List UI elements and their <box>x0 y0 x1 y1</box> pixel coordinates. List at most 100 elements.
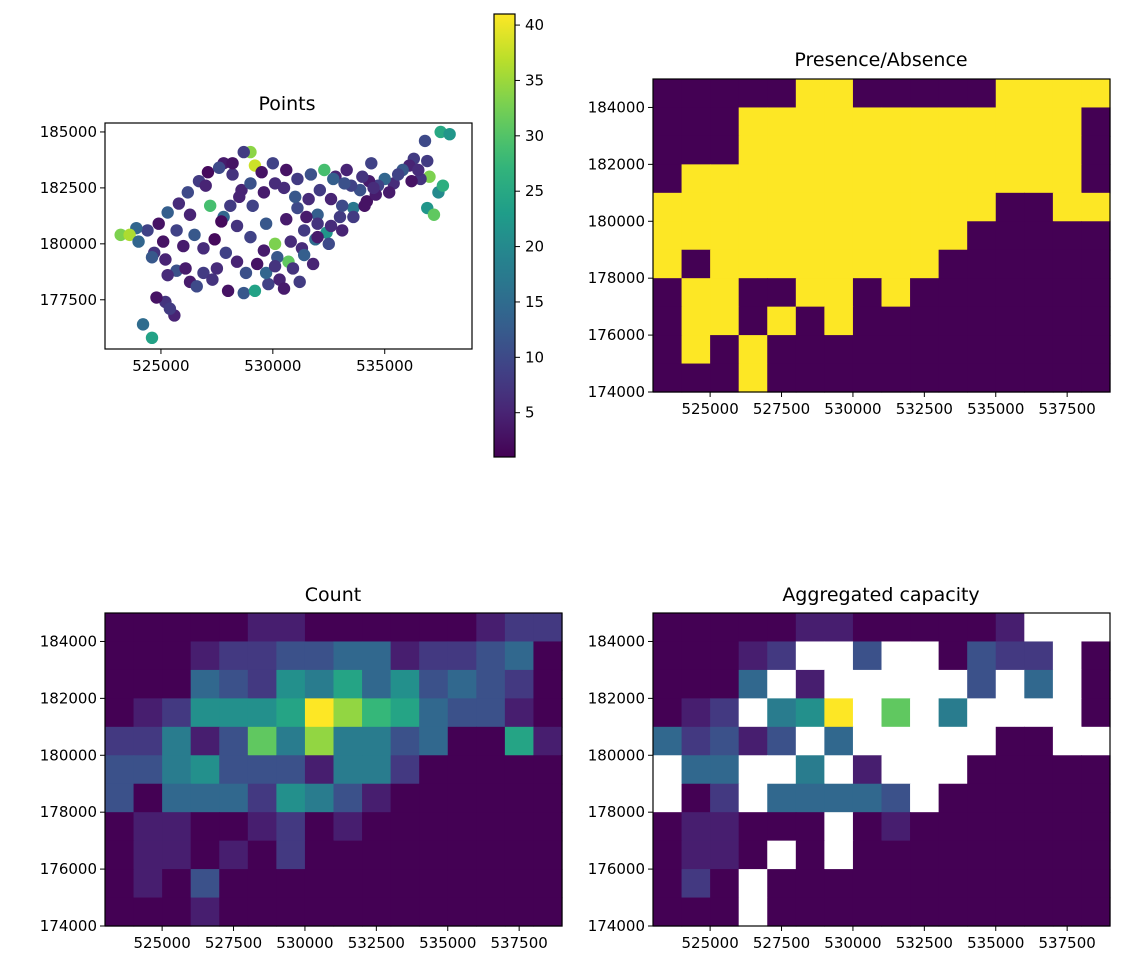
count-cell <box>133 840 163 870</box>
presence-cell <box>967 107 997 137</box>
points-y-tick-label: 177500 <box>40 291 97 309</box>
count-cell <box>219 613 249 643</box>
count-cell <box>162 726 192 756</box>
count-cell <box>362 755 392 785</box>
capacity-cell <box>767 613 797 643</box>
presence-cell <box>653 107 683 137</box>
count-cell <box>133 755 163 785</box>
capacity-cell <box>824 698 854 728</box>
count-cell <box>333 783 363 813</box>
presence-cell <box>738 107 768 137</box>
presence-cell <box>1052 306 1083 336</box>
presence-cell <box>938 306 968 336</box>
count-cell <box>362 613 392 643</box>
count-cell <box>447 641 477 671</box>
scatter-point <box>289 190 302 204</box>
capacity-cell <box>938 755 968 785</box>
presence-cell <box>653 249 683 279</box>
colorbar-tick-label: 5 <box>525 404 535 422</box>
presence-cell <box>738 135 768 165</box>
presence-cell <box>681 306 711 336</box>
presence-cell <box>938 79 968 109</box>
presence-cell <box>995 107 1025 137</box>
colorbar-tick-label: 20 <box>525 238 544 256</box>
capacity-cell <box>995 641 1025 671</box>
capacity-cell <box>710 897 740 927</box>
presence-cell <box>767 164 797 194</box>
capacity-cell <box>653 669 683 699</box>
count-x-tick-label: 537500 <box>491 934 548 952</box>
presence-cell <box>938 221 968 251</box>
count-cell <box>276 869 306 899</box>
scatter-point <box>199 179 212 192</box>
count-cell <box>133 897 163 927</box>
capacity-axes: 525000 527500 530000 532500 535000 537500 1740… <box>588 612 1111 952</box>
capacity-cell <box>995 613 1025 643</box>
presence-cell <box>710 278 740 308</box>
capacity-frame <box>652 612 1111 927</box>
capacity-cell <box>967 755 997 785</box>
presence-cell <box>767 221 797 251</box>
scatter-point <box>190 280 203 293</box>
count-cell <box>504 812 535 842</box>
capacity-cell <box>795 783 825 813</box>
count-cell <box>105 783 135 813</box>
capacity-y-tick-label: 182000 <box>588 689 645 707</box>
capacity-cell <box>967 840 997 870</box>
presence-cell <box>795 107 825 137</box>
count-cell <box>304 641 335 671</box>
capacity-cell <box>938 812 968 842</box>
count-cell <box>533 641 563 671</box>
presence-cell <box>653 192 683 222</box>
capacity-cell <box>710 698 740 728</box>
presence-cell <box>852 363 883 393</box>
scatter-point <box>156 235 170 248</box>
capacity-cell <box>938 840 968 870</box>
scatter-point <box>132 235 145 248</box>
capacity-cell <box>852 698 883 728</box>
scatter-point <box>152 217 165 230</box>
presence-cell <box>1052 363 1083 393</box>
presence-y-tick-label: 174000 <box>588 383 645 401</box>
presence-cell <box>910 335 940 365</box>
count-cell <box>476 840 506 870</box>
capacity-cell <box>995 669 1025 699</box>
capacity-cell <box>1024 669 1054 699</box>
capacity-cell <box>852 613 883 643</box>
count-cell <box>276 726 306 756</box>
capacity-cell <box>881 726 911 756</box>
capacity-cell <box>910 755 940 785</box>
count-cell <box>419 840 449 870</box>
scatter-point <box>412 163 425 177</box>
points-scatter <box>114 125 456 345</box>
capacity-cell <box>1081 869 1111 899</box>
capacity-cell <box>938 641 968 671</box>
capacity-cell <box>738 698 768 728</box>
capacity-cell <box>967 669 997 699</box>
count-y-tick-label: 178000 <box>40 803 97 821</box>
presence-cell <box>1081 306 1111 336</box>
presence-cell <box>710 335 740 365</box>
scatter-point <box>291 172 304 186</box>
presence-cell <box>967 249 997 279</box>
count-cell <box>247 812 277 842</box>
count-cell <box>333 669 363 699</box>
presence-title: Presence/Absence <box>794 49 967 71</box>
count-cell <box>333 840 363 870</box>
count-cell <box>219 755 249 785</box>
capacity-cell <box>824 755 854 785</box>
presence-cell <box>681 278 711 308</box>
presence-cell <box>738 306 768 336</box>
count-cell <box>219 812 249 842</box>
count-cell <box>247 897 277 927</box>
count-cell <box>504 840 535 870</box>
scatter-point <box>197 266 210 280</box>
presence-cell <box>738 192 768 222</box>
count-cell <box>105 840 135 870</box>
colorbar-gradient <box>493 13 516 458</box>
points-x-tick-label: 525000 <box>132 357 189 375</box>
capacity-cell <box>1052 669 1083 699</box>
scatter-point <box>336 224 349 237</box>
presence-cell <box>995 335 1025 365</box>
capacity-cell <box>1024 698 1054 728</box>
